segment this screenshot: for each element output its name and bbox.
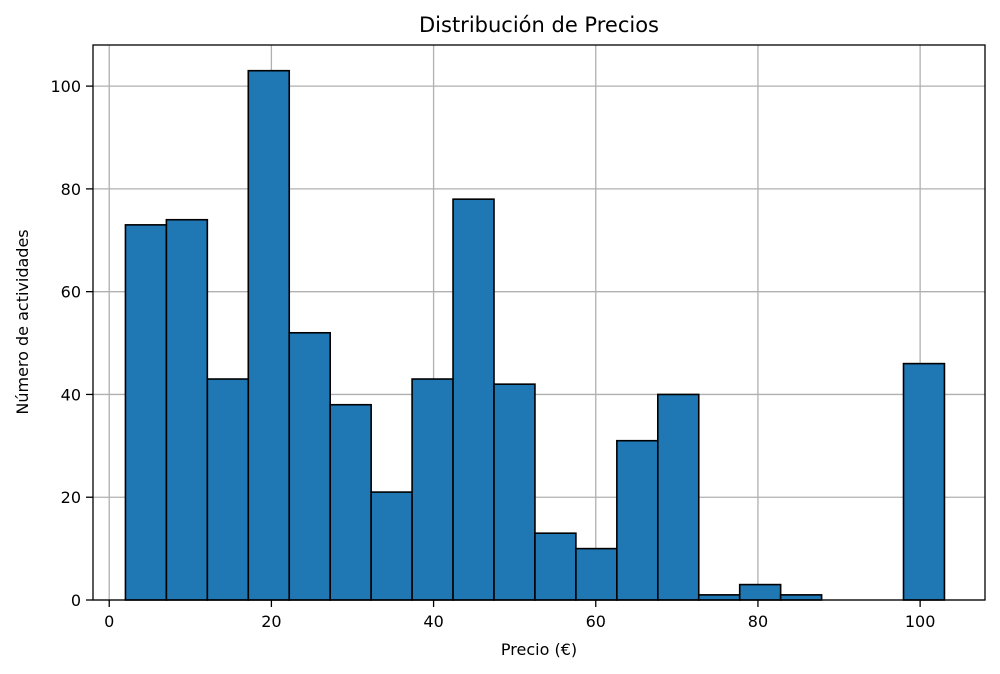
x-tick-label: 20 (261, 612, 281, 631)
histogram-bar (779, 594, 823, 601)
x-axis-label: Precio (€) (501, 640, 577, 659)
histogram-bar (165, 218, 209, 601)
y-tick-label: 100 (50, 77, 81, 96)
histogram-bar (616, 439, 659, 601)
y-tick-label: 80 (61, 180, 81, 199)
histogram-bar (656, 393, 700, 601)
histogram-bar (124, 224, 168, 601)
histogram-bar (738, 583, 782, 601)
histogram-bar (288, 331, 331, 601)
histogram-bar (370, 491, 413, 601)
x-tick-label: 0 (104, 612, 114, 631)
histogram-bar (329, 403, 372, 601)
histogram-bar (534, 532, 577, 601)
histogram-bar (452, 198, 495, 601)
histogram-bar (493, 383, 536, 601)
plot-frame (92, 44, 986, 601)
x-tick-label: 60 (586, 612, 606, 631)
x-tick-label: 40 (423, 612, 443, 631)
histogram-bar (697, 594, 741, 601)
axis-ticks: 0 20 40 60 80 100 0 20 40 60 80 100 (50, 77, 935, 631)
histogram-bar (902, 362, 946, 601)
x-tick-label: 100 (905, 612, 936, 631)
y-tick-label: 0 (71, 591, 81, 610)
histogram-bar (206, 378, 250, 601)
y-tick-label: 20 (61, 488, 81, 507)
histogram-bars (124, 69, 946, 601)
histogram-bar (411, 378, 454, 601)
histogram-bar (247, 69, 291, 601)
x-tick-label: 80 (748, 612, 768, 631)
chart-title: Distribución de Precios (419, 13, 659, 37)
y-tick-label: 40 (61, 385, 81, 404)
histogram-bar (575, 547, 618, 601)
y-tick-label: 60 (61, 283, 81, 302)
y-axis-label: Número de actividades (13, 229, 32, 414)
